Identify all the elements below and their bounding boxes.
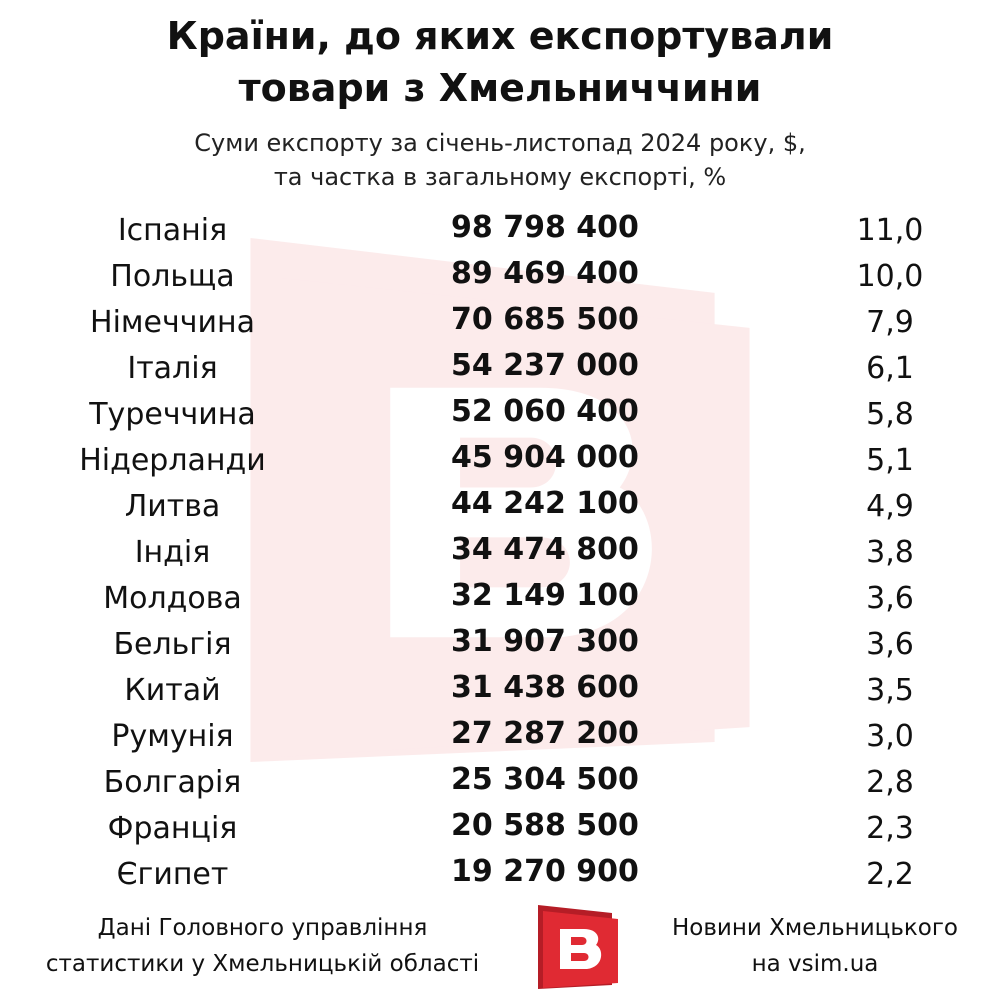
country-name: Німеччина (90, 305, 255, 340)
export-amount: 31 907 300 (451, 624, 639, 659)
export-share: 3,6 (866, 581, 914, 616)
export-amount: 52 060 400 (451, 394, 639, 429)
export-amount: 25 304 500 (451, 762, 639, 797)
export-share: 3,6 (866, 627, 914, 662)
country-name: Молдова (103, 581, 242, 616)
export-share: 3,0 (866, 719, 914, 754)
brand-line-2: на vsim.ua (751, 951, 879, 977)
title-line-2: товари з Хмельниччини (238, 66, 762, 110)
export-amount: 27 287 200 (451, 716, 639, 751)
table-row: Туреччина 52 060 400 5,8 (0, 392, 1000, 438)
source-note: Дані Головного управління статистики у Х… (10, 910, 515, 982)
vsim-logo-icon (538, 905, 618, 989)
country-name: Польща (110, 259, 235, 294)
export-amount: 98 798 400 (451, 210, 639, 245)
export-share: 3,5 (866, 673, 914, 708)
export-amount: 44 242 100 (451, 486, 639, 521)
source-line-1: Дані Головного управління (97, 915, 428, 941)
country-name: Китай (124, 673, 221, 708)
export-share: 2,3 (866, 811, 914, 846)
export-amount: 19 270 900 (451, 854, 639, 889)
table-row: Франція 20 588 500 2,3 (0, 806, 1000, 852)
source-line-2: статистики у Хмельницькій області (45, 951, 480, 977)
export-amount: 32 149 100 (451, 578, 639, 613)
country-name: Туреччина (89, 397, 256, 432)
table-row: Індія 34 474 800 3,8 (0, 530, 1000, 576)
export-share: 5,1 (866, 443, 914, 478)
brand-note: Новини Хмельницького на vsim.ua (640, 910, 990, 982)
table-row: Болгарія 25 304 500 2,8 (0, 760, 1000, 806)
table-row: Китай 31 438 600 3,5 (0, 668, 1000, 714)
country-name: Нідерланди (79, 443, 266, 478)
brand-line-1: Новини Хмельницького (672, 915, 958, 941)
export-share: 5,8 (866, 397, 914, 432)
table-row: Іспанія 98 798 400 11,0 (0, 208, 1000, 254)
export-share: 6,1 (866, 351, 914, 386)
export-amount: 20 588 500 (451, 808, 639, 843)
title-line-1: Країни, до яких експортували (166, 14, 834, 58)
country-name: Бельгія (113, 627, 232, 662)
country-name: Литва (124, 489, 221, 524)
table-row: Польща 89 469 400 10,0 (0, 254, 1000, 300)
table-row: Бельгія 31 907 300 3,6 (0, 622, 1000, 668)
table-row: Італія 54 237 000 6,1 (0, 346, 1000, 392)
export-share: 11,0 (856, 213, 924, 248)
table-row: Нідерланди 45 904 000 5,1 (0, 438, 1000, 484)
export-amount: 70 685 500 (451, 302, 639, 337)
export-amount: 45 904 000 (451, 440, 639, 475)
export-amount: 34 474 800 (451, 532, 639, 567)
export-amount: 31 438 600 (451, 670, 639, 705)
table-row: Єгипет 19 270 900 2,2 (0, 852, 1000, 898)
country-name: Індія (134, 535, 211, 570)
export-share: 2,8 (866, 765, 914, 800)
country-name: Франція (107, 811, 238, 846)
export-share: 4,9 (866, 489, 914, 524)
table-row: Литва 44 242 100 4,9 (0, 484, 1000, 530)
country-name: Іспанія (117, 213, 228, 248)
vsim-watermark-icon (250, 238, 750, 762)
export-share: 10,0 (856, 259, 924, 294)
subtitle-line-2: та частка в загальному експорті, % (273, 163, 727, 191)
table-row: Німеччина 70 685 500 7,9 (0, 300, 1000, 346)
export-share: 2,2 (866, 857, 914, 892)
export-amount: 54 237 000 (451, 348, 639, 383)
subtitle-line-1: Суми експорту за січень-листопад 2024 ро… (194, 129, 806, 157)
country-name: Румунія (111, 719, 234, 754)
chart-title: Країни, до яких експортували товари з Хм… (0, 10, 1000, 114)
export-amount: 89 469 400 (451, 256, 639, 291)
export-share: 7,9 (866, 305, 914, 340)
chart-subtitle: Суми експорту за січень-листопад 2024 ро… (0, 126, 1000, 194)
table-row: Румунія 27 287 200 3,0 (0, 714, 1000, 760)
country-name: Італія (127, 351, 218, 386)
table-row: Молдова 32 149 100 3,6 (0, 576, 1000, 622)
country-name: Болгарія (103, 765, 242, 800)
country-name: Єгипет (116, 857, 229, 892)
export-share: 3,8 (866, 535, 914, 570)
